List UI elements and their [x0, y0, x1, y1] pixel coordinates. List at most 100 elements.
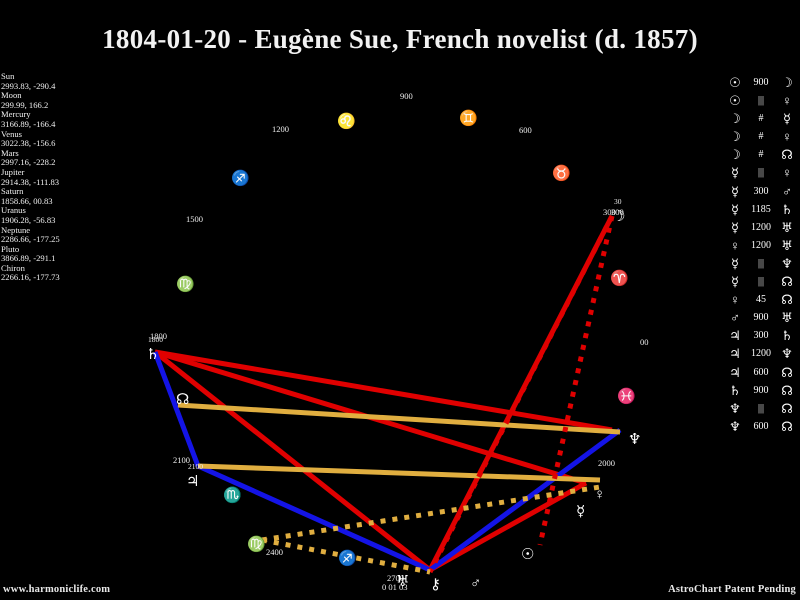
aspect-planet-b-icon: ♂ [782, 183, 792, 199]
aspect-angle-label: ||| [757, 276, 764, 288]
aspect-angle-label: # [758, 113, 764, 125]
ephemeris-planet-value: 1858.66, 00.83 [1, 195, 53, 206]
zodiac-sagittarius-icon: ♐ [231, 171, 250, 187]
aspect-planet-a-icon: ☿ [731, 219, 739, 235]
aspect-row: ☿ ||| ♀ [714, 164, 798, 182]
aspect-planet-b-icon: ☽ [781, 75, 793, 90]
degree-label: 1800 [150, 331, 167, 341]
degree-label: 2000 [598, 458, 615, 468]
aspect-row: ♆ 600 ☊ [714, 418, 798, 436]
aspect-angle-label: 300 [753, 330, 769, 342]
aspect-planet-b-icon: ☿ [783, 111, 791, 127]
aspect-planet-b-icon: ♆ [781, 255, 793, 271]
aspect-planet-b-icon: ☊ [781, 274, 793, 290]
ephemeris-planet-name: Saturn [1, 186, 24, 197]
planet-moon-icon: ☽ [612, 209, 626, 225]
degree-label: 600 [519, 125, 532, 135]
aspect-row: ☉ ||| ♀ [714, 92, 798, 110]
aspect-row: ♆ ||| ☊ [714, 400, 798, 418]
page-title: 1804-01-20 - Eugène Sue, French novelist… [102, 24, 698, 54]
aspect-angle-label: 600 [753, 420, 769, 432]
aspect-line [261, 484, 601, 543]
ephemeris-planet-value: 2997.16, -228.2 [1, 157, 56, 168]
planet-sun-icon: ☉ [521, 547, 535, 563]
ephemeris-panel: Sun 2993.83, -290.4 Moon 299.99, 166.2 Mercu… [1, 71, 87, 283]
aspect-line [428, 480, 588, 573]
degree-label: 900 [400, 91, 413, 101]
ephemeris-planet-value: 2993.83, -290.4 [1, 80, 56, 91]
aspect-angle-label: # [758, 131, 764, 143]
aspect-line [154, 349, 613, 433]
aspect-angle-label: ||| [757, 95, 764, 107]
aspect-line [197, 463, 601, 483]
aspect-planet-a-icon: ♃ [729, 328, 741, 344]
ephemeris-planet-value: 2266.16, -177.73 [1, 272, 60, 283]
zodiac-leo-icon: ♌ [337, 114, 356, 130]
aspect-list-panel: ☉ 900 ☽ ☉ ||| ♀ ☽ # ☿ ☽ # ♀ ☽ # ☊ ☿ ||| ♀ ☿ 300 ♂ ☿ 1185 ♄ ☿ 1200… [714, 74, 798, 436]
ephemeris-planet-value: 3166.89, -166.4 [1, 118, 56, 129]
aspect-angle-label: 1200 [751, 348, 771, 360]
aspect-planet-b-icon: ♀ [782, 129, 792, 145]
zodiac-aries-icon: ♈ [610, 271, 629, 287]
aspect-planet-a-icon: ♀ [730, 237, 740, 253]
aspect-planet-b-icon: ☊ [781, 400, 793, 416]
zodiac-gemini-icon: ♊ [459, 111, 478, 127]
aspect-planet-a-icon: ♆ [729, 418, 741, 434]
aspect-planet-a-icon: ♂ [730, 310, 740, 326]
degree-label: 300 [603, 207, 616, 217]
website-credit[interactable]: www.harmoniclife.com [3, 584, 111, 595]
ephemeris-planet-value: 2914.38, -111.83 [1, 176, 60, 187]
aspect-row: ☿ 300 ♂ [714, 183, 798, 201]
aspect-row: ☿ ||| ☊ [714, 273, 798, 291]
aspect-planet-a-icon: ☉ [729, 93, 741, 109]
degree-label: 0 01 03 [382, 582, 408, 592]
aspect-planet-a-icon: ☿ [731, 183, 739, 199]
aspect-planet-b-icon: ☊ [781, 418, 793, 434]
ephemeris-planet-value: 3866.89, -291.1 [1, 253, 56, 264]
aspect-angle-label: ||| [757, 167, 764, 179]
planet-neptune-icon: ♆ [628, 432, 642, 448]
degree-label: 2400 [266, 547, 283, 557]
ephemeris-planet-name: Venus [1, 128, 23, 139]
zodiac-taurus-icon: ♉ [552, 166, 571, 182]
ephemeris-planet-value: 2286.66, -177.25 [1, 234, 60, 245]
aspect-planet-a-icon: ♄ [729, 382, 741, 398]
aspect-planet-b-icon: ♅ [781, 310, 793, 326]
degree-label: 00 [640, 337, 649, 347]
aspect-row: ♀ 45 ☊ [714, 291, 798, 309]
aspect-row: ♂ 900 ♅ [714, 309, 798, 327]
degree-label: 300 [611, 207, 624, 217]
aspect-angle-label: # [758, 149, 764, 161]
planet-saturn-degree: 1800 [148, 335, 163, 344]
aspect-row: ☿ 1200 ♅ [714, 219, 798, 237]
aspect-row: ☽ # ♀ [714, 128, 798, 146]
degree-label: 2700 [387, 573, 404, 583]
aspect-row: ♃ 300 ♄ [714, 327, 798, 345]
aspect-planet-a-icon: ☽ [729, 129, 741, 145]
aspect-planet-b-icon: ♅ [781, 219, 793, 235]
aspect-planet-a-icon: ♀ [730, 292, 740, 308]
aspect-planet-a-icon: ☽ [729, 111, 741, 127]
aspect-row: ♀ 1200 ♅ [714, 237, 798, 255]
aspect-planet-a-icon: ☽ [729, 147, 741, 163]
aspect-line [537, 215, 615, 546]
aspect-angle-label: 900 [753, 77, 769, 88]
aspect-row: ☽ # ☊ [714, 146, 798, 164]
ephemeris-planet-name: Sun [1, 71, 15, 81]
aspect-planet-a-icon: ☉ [729, 75, 741, 90]
aspect-angle-label: ||| [757, 257, 764, 269]
aspect-planet-b-icon: ☊ [781, 147, 793, 163]
aspect-angle-label: 300 [753, 185, 769, 197]
aspect-row: ☿ 1185 ♄ [714, 201, 798, 219]
patent-notice: AstroChart Patent Pending [668, 584, 796, 595]
ephemeris-planet-name: Chiron [1, 262, 25, 273]
aspect-planet-b-icon: ♄ [781, 201, 793, 217]
ephemeris-planet-name: Moon [1, 90, 22, 101]
ephemeris-planet-value: 299.99, 166.2 [1, 99, 49, 110]
ephemeris-planet-name: Mercury [1, 109, 31, 120]
aspect-planet-a-icon: ♆ [729, 400, 741, 416]
aspect-row: ♃ 600 ☊ [714, 364, 798, 382]
aspect-planet-b-icon: ♆ [781, 346, 793, 362]
